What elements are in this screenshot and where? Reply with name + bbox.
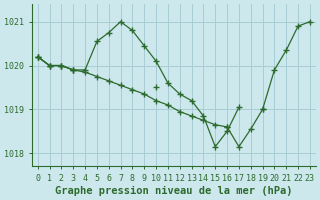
X-axis label: Graphe pression niveau de la mer (hPa): Graphe pression niveau de la mer (hPa) [55,186,292,196]
